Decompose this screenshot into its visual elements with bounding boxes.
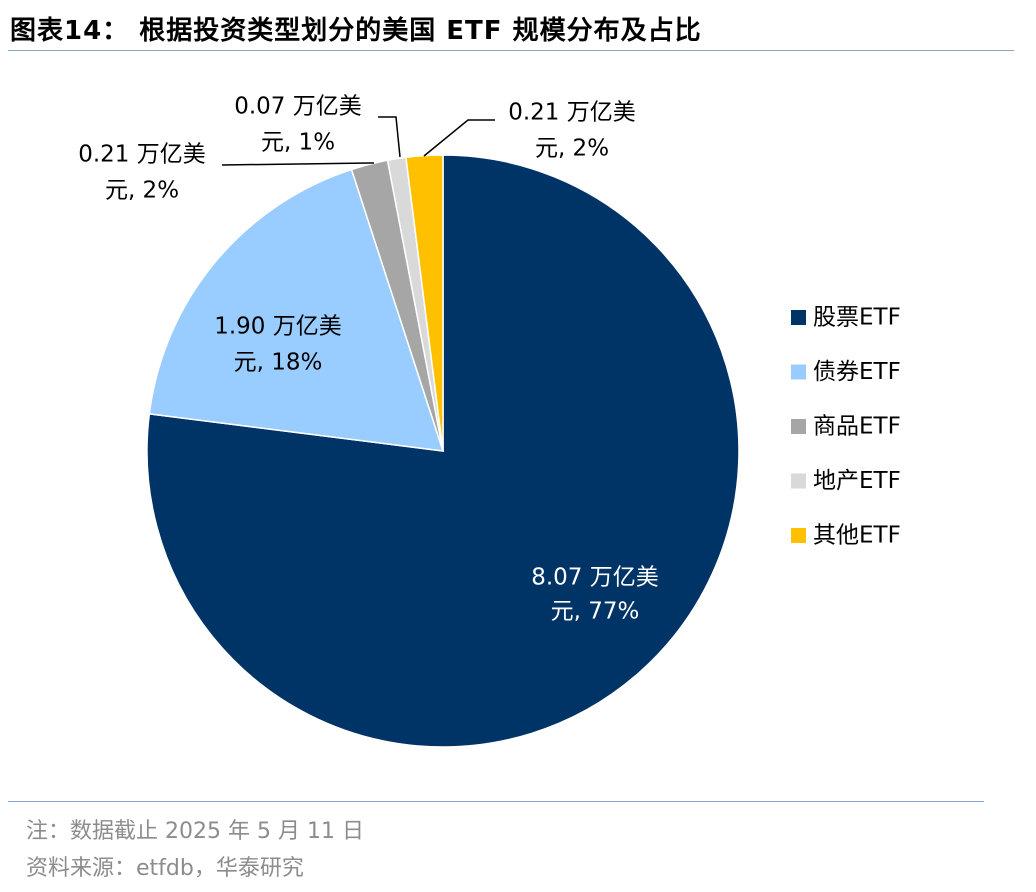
data-label-4-b: 元, 1% [261,130,335,156]
legend-swatch-1 [791,310,806,325]
footnote: 注：数据截止 2025 年 5 月 11 日 [26,819,364,844]
title-divider [8,50,1014,51]
data-label-4-a: 0.07 万亿美 [234,94,362,120]
pie-slice-2 [148,168,445,452]
legend-label-5: 其他ETF [813,523,901,549]
leader-line-3 [221,162,374,166]
data-label-2-b: 元, 18% [234,350,323,376]
data-label-1-b: 元, 77% [551,599,640,625]
legend-swatch-4 [791,473,806,489]
data-label-5-a: 0.21 万亿美 [508,100,636,126]
legend-label-3: 商品ETF [813,414,901,440]
legend-swatch-5 [791,528,806,543]
legend-label-2: 债券ETF [813,359,901,385]
data-label-3-b: 元, 2% [105,178,179,204]
legend-label-1: 股票ETF [813,305,901,331]
data-label-2-a: 1.90 万亿美 [214,314,342,340]
legend-label-4: 地产ETF [813,468,901,494]
pie-slices [146,154,740,748]
footer-divider [8,801,984,802]
source-note: 资料来源：etfdb，华泰研究 [26,856,304,881]
legend-swatch-3 [791,419,806,434]
legend: 股票ETF 债券ETF 商品ETF 地产ETF 其他ETF [791,305,901,549]
data-label-3-a: 0.21 万亿美 [78,142,206,168]
figure-title: 图表14： 根据投资类型划分的美国 ETF 规模分布及占比 [10,16,702,46]
leader-line-5 [423,119,495,157]
leader-lines [221,116,495,166]
data-label-5-b: 元, 2% [535,136,609,162]
leader-line-4 [378,116,401,158]
legend-swatch-2 [791,364,806,380]
data-label-1-a: 8.07 万亿美 [531,565,659,591]
